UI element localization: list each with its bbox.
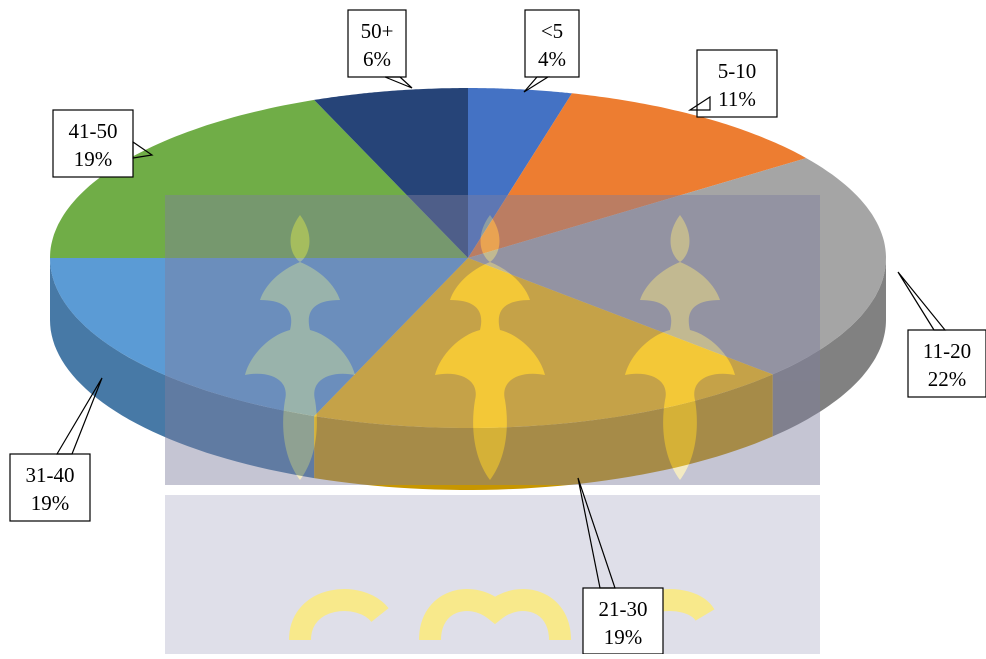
pie-slice-<5	[468, 88, 572, 258]
data-label-box	[907, 329, 986, 398]
data-label-leader	[523, 76, 551, 93]
pie-slice-41-50	[50, 99, 468, 259]
data-label-box	[524, 9, 580, 78]
data-label-percent: 6%	[363, 47, 391, 71]
watermark-leaf-icon	[435, 215, 545, 480]
data-label-percent: 19%	[74, 147, 113, 171]
data-label-category: 31-40	[26, 463, 75, 487]
data-label-box	[582, 587, 664, 655]
pie-side-31-40	[50, 258, 315, 479]
data-label-31-40: 31-40 19%	[9, 377, 103, 522]
data-label-box	[9, 453, 91, 522]
data-label-41-50: 41-50 19%	[52, 109, 154, 178]
data-label-<5: <54%	[523, 9, 580, 93]
watermark	[165, 195, 820, 654]
pie-slice-21-30	[314, 258, 773, 428]
data-labels: <54% 5-1011%11-2022%21-3019%31-4019%41-50…	[9, 9, 986, 655]
data-label-category: 11-20	[923, 339, 971, 363]
pie-slice-50+	[314, 88, 468, 258]
watermark-leaf-icon	[625, 215, 735, 480]
data-label-category: 41-50	[69, 119, 118, 143]
data-label-category: 50+	[361, 19, 394, 43]
data-label-11-20: 11-20 22%	[897, 271, 986, 398]
pie-slice-5-10	[468, 93, 807, 258]
data-label-leader	[384, 76, 413, 89]
data-label-leader	[132, 140, 154, 159]
data-label-leader	[577, 477, 616, 589]
data-label-leader	[897, 271, 947, 331]
pie-slice-11-20	[468, 158, 886, 375]
watermark-panel-lower	[165, 495, 820, 654]
pie-slice-31-40	[50, 258, 468, 417]
data-label-percent: 22%	[928, 367, 967, 391]
data-label-percent: 19%	[604, 625, 643, 649]
data-label-category: <5	[541, 19, 563, 43]
data-label-50+: 50+6%	[347, 9, 413, 89]
data-label-box	[52, 109, 134, 178]
data-label-category: 5-10	[718, 59, 757, 83]
data-label-leader	[55, 377, 103, 455]
data-label-21-30: 21-30 19%	[577, 477, 664, 655]
data-label-category: 21-30	[599, 597, 648, 621]
data-label-percent: 4%	[538, 47, 566, 71]
pie-side-21-30	[314, 374, 773, 490]
data-label-percent: 19%	[31, 491, 70, 515]
pie-top	[50, 88, 886, 428]
data-label-percent: 11%	[718, 87, 756, 111]
pie-side-11-20	[772, 258, 886, 437]
watermark-panel	[165, 195, 820, 485]
data-label-leader	[687, 95, 711, 111]
watermark-leaf-icon	[245, 215, 355, 480]
data-label-5-10: 5-10 11%	[687, 49, 778, 118]
pie-sides	[50, 258, 886, 490]
data-label-box	[347, 9, 407, 78]
